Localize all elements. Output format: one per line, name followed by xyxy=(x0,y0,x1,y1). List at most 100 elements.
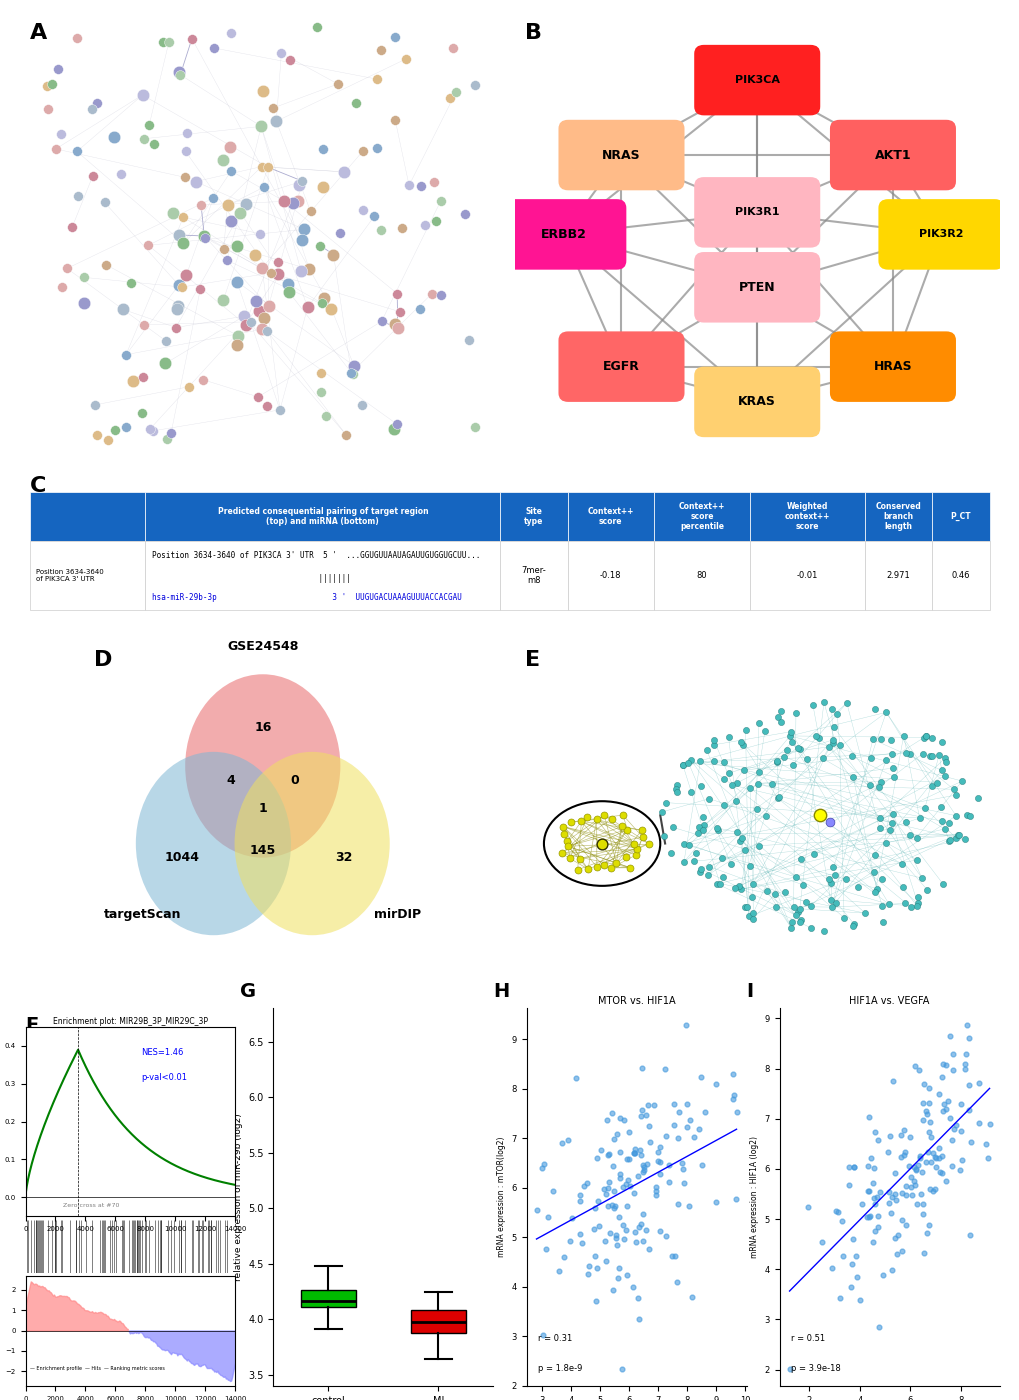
Point xyxy=(668,1271,685,1294)
Point xyxy=(264,97,280,119)
Point xyxy=(728,771,744,794)
Point xyxy=(961,805,977,827)
Point xyxy=(682,780,698,802)
Point xyxy=(388,283,405,305)
Point xyxy=(622,857,638,879)
Point xyxy=(645,1095,661,1117)
Point xyxy=(832,1287,848,1309)
FancyBboxPatch shape xyxy=(829,120,955,190)
Ellipse shape xyxy=(136,752,290,935)
Point xyxy=(175,232,192,255)
Point xyxy=(847,1245,863,1267)
Point xyxy=(64,216,81,238)
Point xyxy=(631,1308,647,1330)
Point xyxy=(163,421,179,444)
Point xyxy=(725,1084,741,1106)
Point xyxy=(603,808,620,830)
Point xyxy=(846,913,862,935)
Point xyxy=(870,1316,887,1338)
Point xyxy=(943,1130,959,1152)
Text: NRAS: NRAS xyxy=(601,148,640,161)
Point xyxy=(956,1053,972,1075)
Text: PIK3R2: PIK3R2 xyxy=(918,230,963,239)
Point xyxy=(894,876,910,899)
Point xyxy=(743,886,759,909)
Point xyxy=(719,727,736,749)
Point xyxy=(581,1254,597,1277)
Point xyxy=(692,857,708,879)
Point xyxy=(960,1099,976,1121)
Point xyxy=(957,1043,973,1065)
Point xyxy=(870,818,887,840)
Point xyxy=(630,1287,646,1309)
Point xyxy=(632,1212,648,1235)
Point xyxy=(714,750,731,773)
Point xyxy=(656,1058,673,1081)
Point xyxy=(601,1221,618,1243)
Text: PTEN: PTEN xyxy=(738,281,774,294)
Text: p = 3.9e-18: p = 3.9e-18 xyxy=(790,1364,840,1373)
Point xyxy=(205,188,221,210)
Point xyxy=(270,263,286,286)
Point xyxy=(727,876,743,899)
Point xyxy=(553,843,570,865)
Point xyxy=(651,1219,667,1242)
Point xyxy=(933,811,950,833)
Text: 145: 145 xyxy=(250,844,275,857)
Point xyxy=(865,1187,881,1210)
Point xyxy=(417,214,433,237)
Point xyxy=(604,1155,621,1177)
Point xyxy=(691,1119,707,1141)
Point xyxy=(881,1126,898,1148)
Point xyxy=(787,904,803,927)
Point xyxy=(758,879,774,902)
Point xyxy=(595,804,611,826)
Point xyxy=(893,1182,909,1204)
Point xyxy=(673,1152,689,1175)
Point xyxy=(956,827,972,850)
Point xyxy=(923,776,940,798)
Point xyxy=(979,1147,996,1169)
Text: Context++
score
percentile: Context++ score percentile xyxy=(678,501,725,532)
Point xyxy=(725,1088,741,1110)
Point xyxy=(909,1154,925,1176)
Point xyxy=(751,834,767,857)
Point xyxy=(627,1221,643,1243)
Point xyxy=(386,25,403,48)
Point xyxy=(712,847,729,869)
Text: Predicted consequential pairing of target region
(top) and miRNA (bottom): Predicted consequential pairing of targe… xyxy=(217,507,428,526)
Point xyxy=(874,1264,891,1287)
Point xyxy=(447,81,464,104)
Point xyxy=(862,746,878,769)
Point xyxy=(920,1077,936,1099)
Point xyxy=(941,1025,957,1047)
Point xyxy=(170,224,186,246)
Point xyxy=(595,854,611,876)
Point xyxy=(860,1205,876,1228)
Point xyxy=(895,724,911,746)
Point xyxy=(908,1193,924,1215)
Text: E: E xyxy=(524,650,539,669)
Point xyxy=(844,1228,860,1250)
Point xyxy=(595,1179,611,1201)
Point xyxy=(936,746,953,769)
Point xyxy=(880,1191,897,1214)
Point xyxy=(859,1179,875,1201)
Point xyxy=(676,851,692,874)
Point xyxy=(423,283,439,305)
Text: Zero cross at #70: Zero cross at #70 xyxy=(63,1203,119,1208)
Point xyxy=(612,1358,629,1380)
Point xyxy=(902,896,918,918)
FancyBboxPatch shape xyxy=(558,120,684,190)
Point xyxy=(916,725,932,748)
Bar xyxy=(500,540,567,610)
Point xyxy=(634,826,650,848)
Point xyxy=(917,725,933,748)
Text: -0.01: -0.01 xyxy=(796,571,817,580)
Point xyxy=(294,169,311,192)
Point xyxy=(344,363,361,385)
Point xyxy=(195,368,211,391)
Point xyxy=(917,1151,933,1173)
Point xyxy=(368,67,384,90)
Point xyxy=(675,1172,691,1194)
